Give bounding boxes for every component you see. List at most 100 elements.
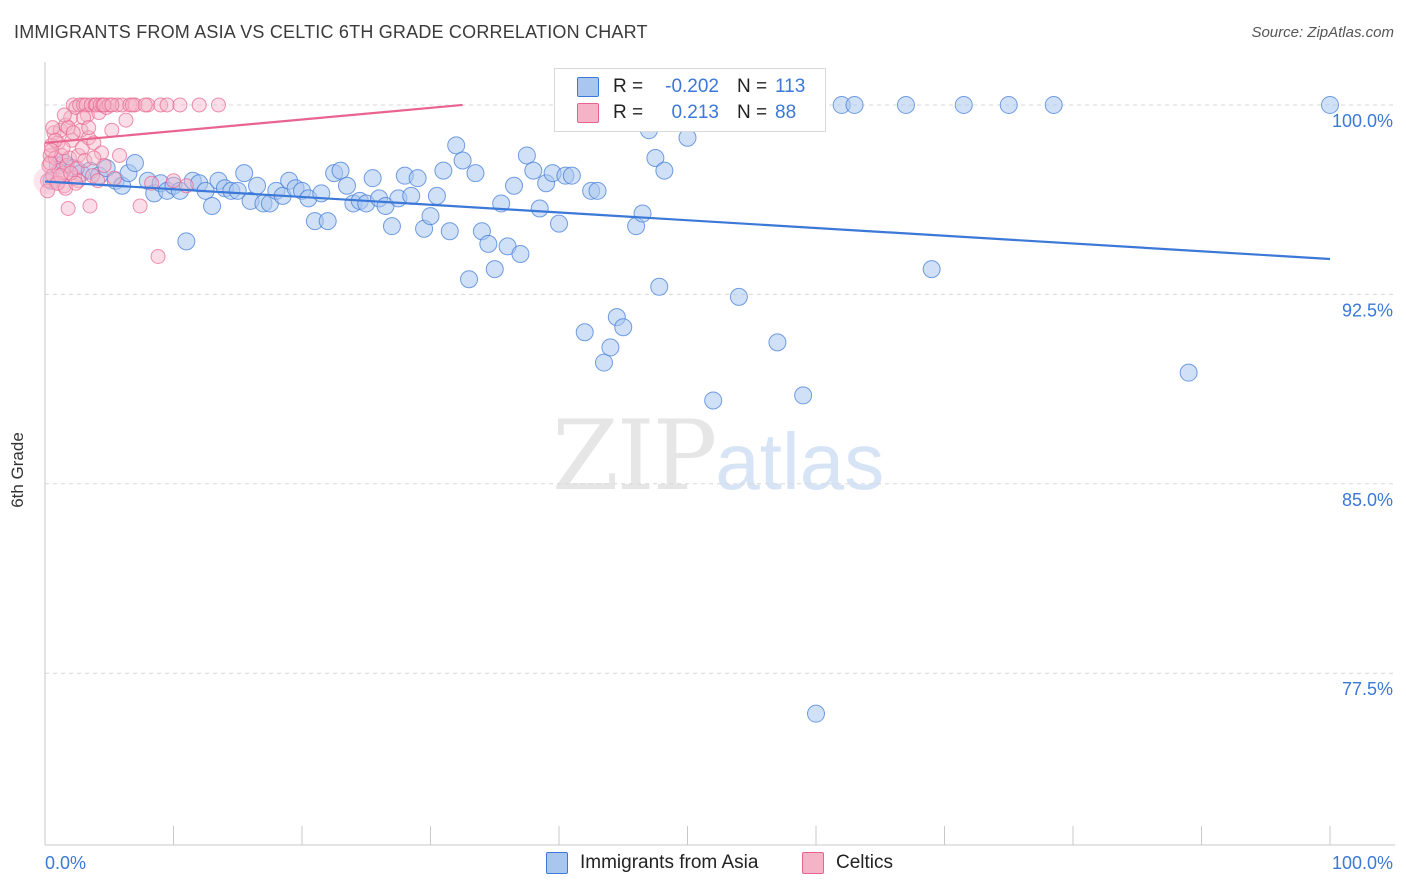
celtics-point [106, 170, 122, 186]
asia-point [524, 161, 543, 180]
celtics-point [96, 158, 112, 174]
x-tick-label: 0.0% [45, 853, 86, 873]
watermark: ZIPatlas [552, 400, 884, 512]
legend-swatch-asia [577, 77, 599, 97]
asia-point [794, 386, 813, 405]
celtics-point [150, 248, 166, 264]
celtics-point [60, 200, 76, 216]
celtics-point [153, 97, 169, 113]
asia-point [382, 217, 401, 236]
asia-point [954, 95, 973, 114]
series-label-celtics: Celtics [836, 852, 894, 873]
asia-point [530, 199, 549, 218]
asia-point [729, 287, 748, 306]
legend-n-value: 88 [775, 102, 797, 123]
asia-point [479, 234, 498, 253]
asia-point [447, 136, 466, 155]
y-tick-label: 77.5% [1342, 679, 1393, 699]
asia-point [177, 232, 196, 251]
celtics-point [81, 120, 97, 136]
legend-r-value: 0.213 [671, 102, 719, 123]
asia-point [1321, 95, 1339, 114]
asia-point [650, 277, 669, 296]
asia-point [646, 148, 665, 167]
celtics-point [96, 97, 112, 113]
asia-point [248, 176, 267, 195]
asia-point [517, 146, 536, 165]
celtics-point [91, 105, 107, 121]
series-swatch-asia [546, 852, 568, 874]
y-tick-label: 85.0% [1342, 490, 1393, 510]
celtics-point [42, 155, 58, 171]
asia-point [614, 318, 633, 337]
celtics-point [159, 97, 175, 113]
legend-swatch-celtics [577, 103, 599, 123]
series-legend: Immigrants from Asia Celtics [0, 852, 1406, 878]
celtics-point [65, 97, 81, 113]
series-label-asia: Immigrants from Asia [580, 852, 759, 873]
asia-point [704, 391, 723, 410]
celtics-point [77, 153, 93, 169]
legend-n-value: 113 [775, 76, 806, 97]
asia-point [434, 161, 453, 180]
asia-point [588, 181, 607, 200]
asia-point [562, 166, 581, 185]
asia-point [421, 207, 440, 226]
legend-r-label: R = [613, 102, 644, 123]
watermark-zip: ZIP [552, 400, 717, 512]
celtics-point [132, 198, 148, 214]
asia-point [1044, 95, 1063, 114]
asia-point [363, 169, 382, 188]
series-swatch-celtics [802, 852, 824, 874]
asia-point [427, 186, 446, 205]
asia-point [845, 95, 864, 114]
series-legend-asia[interactable]: Immigrants from Asia [546, 852, 758, 874]
celtics-point [104, 97, 120, 113]
y-tick-label: 100.0% [1332, 111, 1393, 131]
celtics-point [45, 120, 61, 136]
celtics-trendline [44, 103, 463, 144]
celtics-point [112, 147, 128, 163]
celtics-point [65, 125, 81, 141]
series-legend-celtics[interactable]: Celtics [802, 852, 893, 874]
watermark-atlas: atlas [715, 417, 885, 506]
asia-point [203, 196, 222, 215]
legend-n-label: N = [737, 102, 768, 123]
asia-point [896, 95, 915, 114]
celtics-point [40, 183, 56, 199]
asia-point [402, 186, 421, 205]
asia-point [440, 222, 459, 241]
asia-point [807, 704, 825, 723]
celtics-point [210, 97, 226, 113]
asia-point [922, 260, 941, 279]
asia-point [235, 164, 254, 183]
asia-point [408, 169, 427, 188]
celtics-point [118, 112, 134, 128]
asia-point [337, 176, 356, 195]
asia-point [633, 204, 652, 223]
asia-point [768, 333, 787, 352]
correlation-legend: R = -0.202 N = 113 R = 0.213 N = 88 [554, 68, 826, 132]
legend-r-label: R = [613, 76, 644, 97]
celtics-point [137, 97, 153, 113]
legend-r-value: -0.202 [665, 76, 719, 97]
celtics-point [56, 107, 72, 123]
asia-trendline [44, 180, 1331, 261]
asia-point [575, 323, 594, 342]
legend-row-celtics: R = 0.213 N = 88 [577, 101, 796, 125]
celtics-point [104, 122, 120, 138]
legend-row-asia: R = -0.202 N = 113 [577, 75, 805, 99]
asia-point [485, 260, 504, 279]
asia-point [505, 176, 524, 195]
asia-point [466, 164, 485, 183]
celtics-point [43, 142, 59, 158]
chart-title: IMMIGRANTS FROM ASIA VS CELTIC 6TH GRADE… [14, 22, 648, 42]
celtics-point [86, 150, 102, 166]
x-tick-label: 100.0% [1332, 853, 1393, 873]
asia-point [999, 95, 1018, 114]
asia-point [601, 338, 620, 357]
celtics-point [82, 198, 98, 214]
asia-point [594, 353, 613, 372]
asia-point [318, 212, 337, 231]
